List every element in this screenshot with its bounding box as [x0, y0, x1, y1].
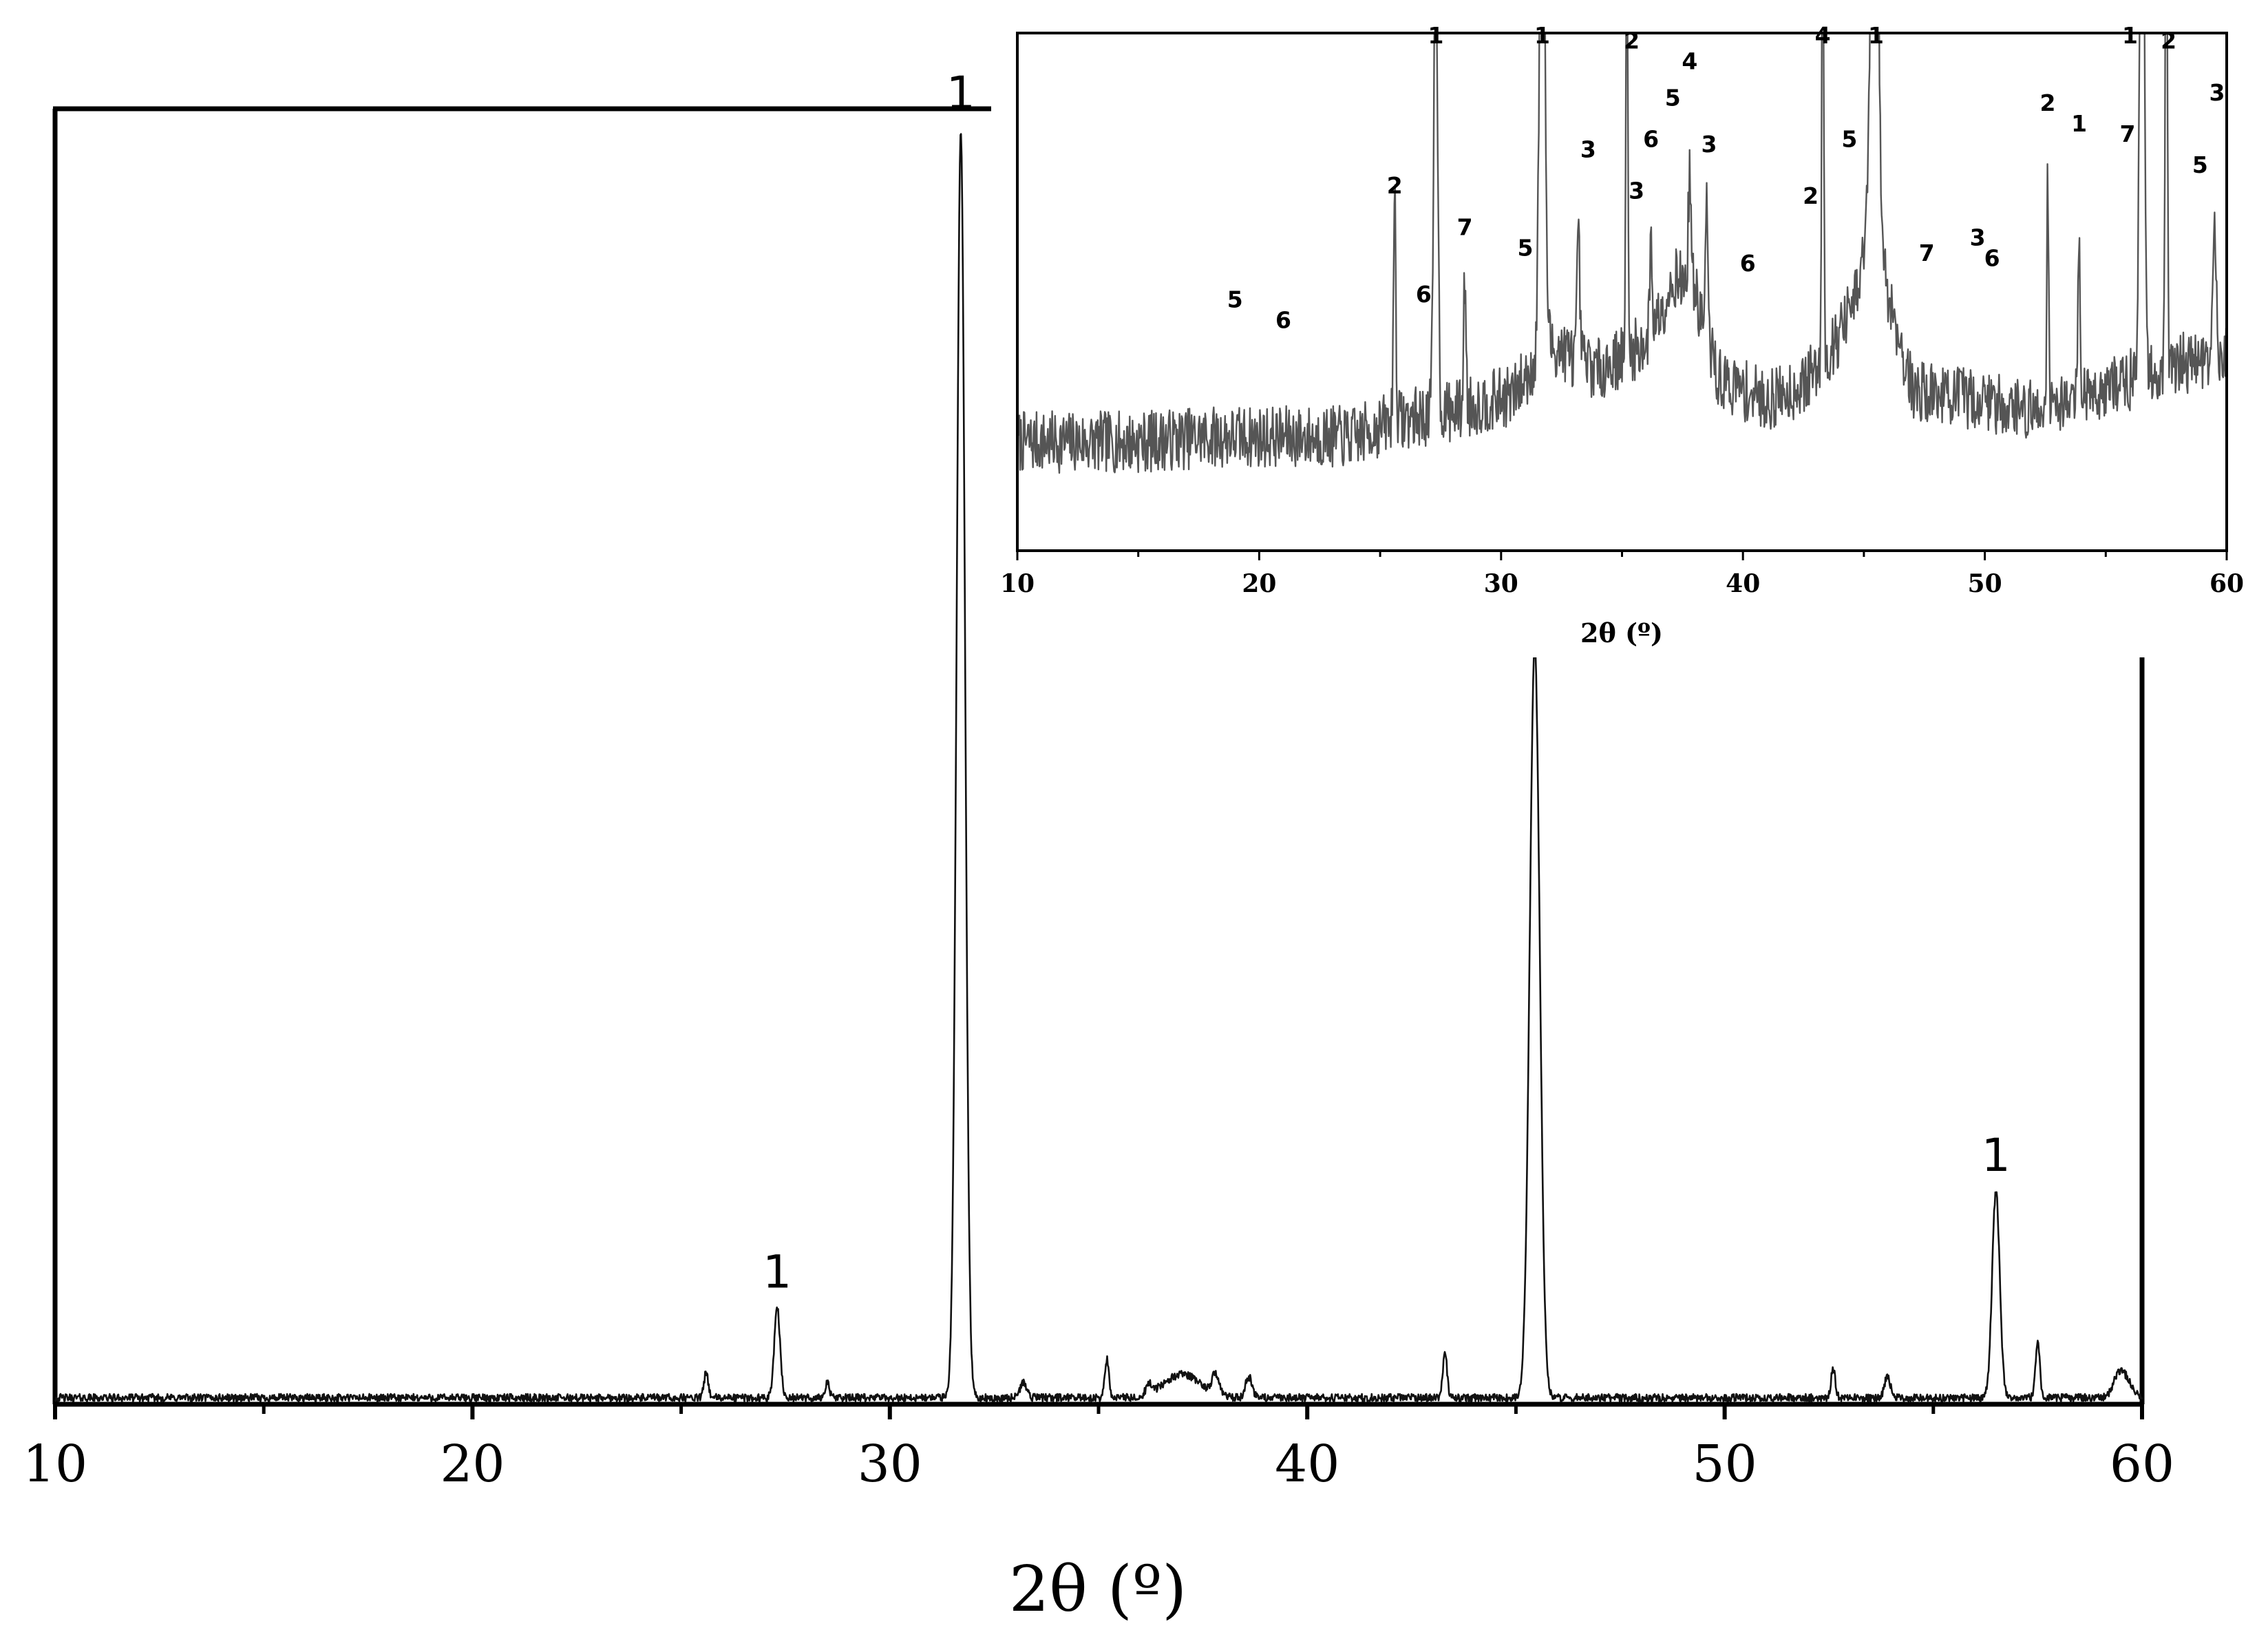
inset-peak-label: 3 [1702, 131, 1717, 158]
main-peak-label: 1 [1982, 1129, 2011, 1182]
inset-diffraction-series [1017, 33, 2227, 474]
inset-peak-label: 3 [2209, 79, 2225, 106]
inset-peak-label: 4 [1682, 48, 1697, 75]
inset-x-tick-label: 30 [1484, 569, 1518, 598]
inset-x-tick-label: 20 [1242, 569, 1276, 598]
inset-x-tick-label: 60 [2209, 569, 2244, 598]
main-x-tick-label: 20 [440, 1435, 505, 1494]
inset-peak-label: 1 [2122, 22, 2138, 49]
inset-peak-label: 2 [2161, 28, 2176, 54]
main-x-tick-label: 10 [23, 1435, 87, 1494]
inset-peak-label: 4 [1815, 22, 1831, 49]
inset-peak-label: 1 [1534, 22, 1550, 49]
inset-peak-label: 2 [2039, 89, 2055, 116]
inset-peak-label: 1 [1868, 22, 1884, 49]
inset-peak-label: 2 [1803, 182, 1819, 209]
main-x-tick-label: 50 [1693, 1435, 1757, 1494]
main-peak-label: 1 [946, 67, 975, 120]
inset-peak-label: 6 [1643, 125, 1659, 152]
inset-peak-label: 7 [1457, 213, 1473, 240]
main-x-tick-label: 30 [858, 1435, 922, 1494]
main-diffraction-series [54, 133, 2143, 1403]
inset-peak-label: 2 [1624, 28, 1640, 54]
inset-peak-label: 7 [1919, 240, 1935, 266]
inset-peak-label: 6 [1275, 307, 1291, 334]
inset-peak-label: 6 [1740, 250, 1756, 277]
inset-peak-label: 2 [1387, 172, 1403, 199]
main-x-tick-label: 40 [1275, 1435, 1339, 1494]
inset-peak-label: 5 [1517, 234, 1533, 261]
inset-peak-label: 1 [1428, 22, 1443, 49]
inset-peak-label: 3 [1970, 224, 1986, 251]
inset-peak-label: 5 [2192, 151, 2208, 178]
inset-peak-label: 7 [2119, 120, 2135, 147]
main-x-axis-title: 2θ (º) [1009, 1552, 1187, 1626]
inset-peak-label: 3 [1580, 136, 1596, 162]
inset-peak-label: 1 [2071, 110, 2087, 137]
main-peak-label: 1 [763, 1246, 792, 1299]
inset-peak-label: 5 [1665, 84, 1681, 111]
inset-peak-label: 5 [1227, 286, 1243, 313]
inset-peak-label: 6 [1984, 244, 2000, 271]
main-x-tick-label: 60 [2110, 1435, 2174, 1494]
inset-x-tick-label: 40 [1726, 569, 1760, 598]
inset-x-tick-label: 50 [1968, 569, 2002, 598]
inset-peak-label: 5 [1841, 125, 1857, 152]
inset-x-axis-title: 2θ (º) [1580, 617, 1663, 648]
inset-peak-label: 3 [1629, 178, 1644, 204]
inset-x-tick-label: 10 [1000, 569, 1035, 598]
inset-peak-label: 6 [1416, 281, 1432, 308]
